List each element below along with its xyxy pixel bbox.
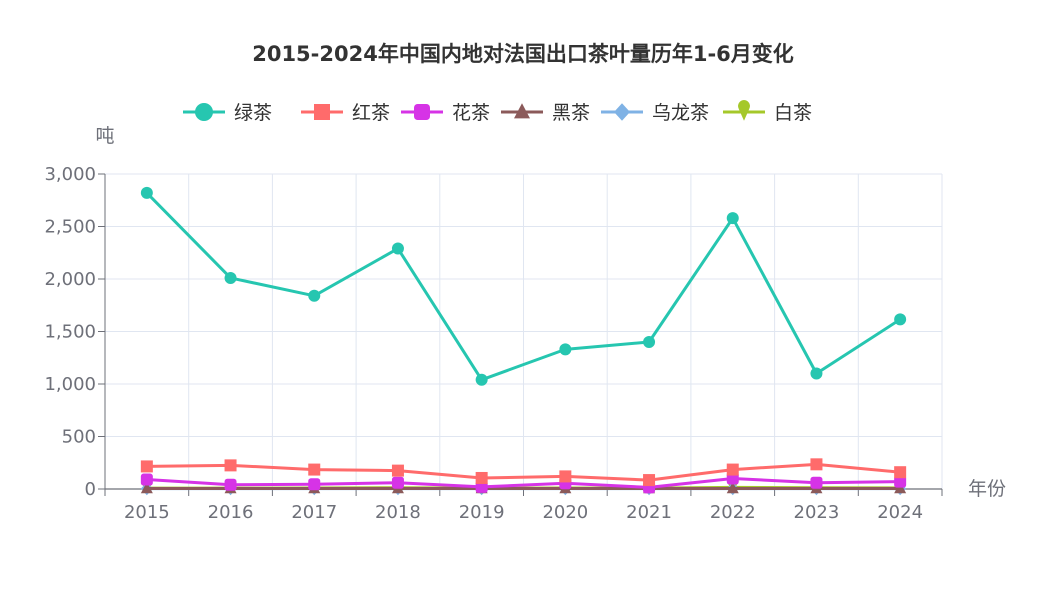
data-point xyxy=(894,466,907,479)
data-point xyxy=(224,478,237,491)
data-point xyxy=(391,242,404,255)
legend-label: 黑茶 xyxy=(552,102,590,124)
data-point xyxy=(308,478,321,491)
legend-marker xyxy=(195,103,213,121)
y-tick-label: 2,500 xyxy=(44,217,96,238)
data-point xyxy=(391,476,404,489)
y-axis-label: 吨 xyxy=(95,125,114,147)
data-point xyxy=(643,336,656,348)
series-line xyxy=(145,191,901,382)
data-point xyxy=(140,473,153,486)
data-point xyxy=(475,471,488,484)
data-point xyxy=(894,475,907,488)
y-tick-label: 1,000 xyxy=(44,374,96,395)
data-point xyxy=(810,367,823,380)
y-tick-label: 1,500 xyxy=(44,322,96,343)
y-tick-label: 0 xyxy=(85,479,96,500)
legend: 绿茶 红茶 花茶 黑茶 乌龙茶 白茶 xyxy=(183,100,812,124)
series-红茶 xyxy=(140,458,907,487)
data-point xyxy=(224,459,237,472)
data-point xyxy=(140,460,153,473)
axes: 0 500 1,000 1,500 2,000 2,500 3,000 2015 2016 201… xyxy=(44,164,943,523)
legend-label: 白茶 xyxy=(774,102,812,124)
legend-marker xyxy=(738,100,750,121)
legend-label: 绿茶 xyxy=(234,102,272,124)
x-tick-label: 2017 xyxy=(291,502,337,523)
data-point xyxy=(726,212,739,225)
legend-label: 花茶 xyxy=(452,102,490,124)
legend-item-绿茶[interactable]: 绿茶 xyxy=(183,102,272,124)
x-axis-label: 年份 xyxy=(968,478,1006,500)
series-绿茶 xyxy=(140,186,907,386)
x-tick-label: 2015 xyxy=(124,502,170,523)
data-point xyxy=(308,463,321,476)
series-group xyxy=(140,186,907,496)
x-tick-label: 2019 xyxy=(459,502,505,523)
data-point xyxy=(810,476,823,489)
legend-marker xyxy=(314,104,330,120)
data-point xyxy=(643,474,656,487)
grid xyxy=(104,173,943,489)
data-point xyxy=(559,470,572,483)
x-tick-label: 2020 xyxy=(542,502,588,523)
legend-marker xyxy=(414,104,430,120)
legend-marker xyxy=(514,103,530,119)
legend-marker xyxy=(614,103,630,121)
data-point xyxy=(224,271,237,284)
data-point xyxy=(726,463,739,476)
x-tick-label: 2022 xyxy=(710,502,756,523)
data-point xyxy=(810,458,823,471)
legend-label: 红茶 xyxy=(352,102,390,124)
legend-item-黑茶[interactable]: 黑茶 xyxy=(501,102,590,124)
data-point xyxy=(140,186,153,199)
legend-item-花茶[interactable]: 花茶 xyxy=(401,102,490,124)
legend-label: 乌龙茶 xyxy=(652,102,709,124)
x-tick-label: 2018 xyxy=(375,502,421,523)
series-line xyxy=(146,477,901,489)
x-tick-label: 2024 xyxy=(877,502,923,523)
data-point xyxy=(726,481,739,494)
chart-title: 2015-2024年中国内地对法国出口茶叶量历年1-6月变化 xyxy=(252,42,794,66)
data-point xyxy=(559,343,572,356)
y-tick-label: 2,000 xyxy=(44,269,96,290)
legend-item-红茶[interactable]: 红茶 xyxy=(301,102,390,124)
data-point xyxy=(391,464,404,477)
series-line xyxy=(146,462,901,482)
data-point xyxy=(894,313,907,326)
x-tick-label: 2023 xyxy=(794,502,840,523)
x-tick-label: 2021 xyxy=(626,502,672,523)
y-tick-label: 3,000 xyxy=(44,164,96,185)
x-tick-label: 2016 xyxy=(208,502,254,523)
data-point xyxy=(475,373,488,386)
data-point xyxy=(308,289,321,302)
y-tick-label: 500 xyxy=(62,427,96,448)
legend-item-白茶[interactable]: 白茶 xyxy=(723,100,812,124)
legend-item-乌龙茶[interactable]: 乌龙茶 xyxy=(601,102,709,124)
data-point xyxy=(140,481,153,494)
